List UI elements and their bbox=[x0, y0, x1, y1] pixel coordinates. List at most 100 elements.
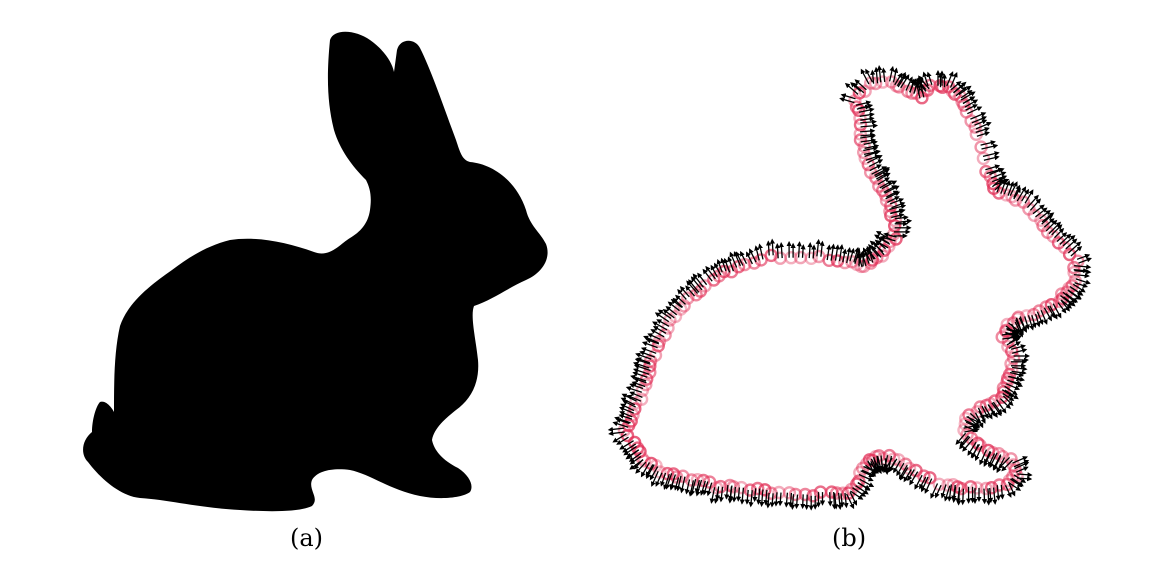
normal-arrow bbox=[987, 404, 996, 417]
normal-arrow bbox=[1063, 296, 1076, 307]
normal-arrow bbox=[854, 79, 867, 91]
normal-arrow bbox=[884, 458, 890, 476]
normal-arrow bbox=[1073, 267, 1089, 274]
outline-point bbox=[838, 255, 852, 270]
normal-arrow bbox=[1006, 337, 1020, 346]
normal-arrow bbox=[1010, 478, 1023, 488]
normal-arrow bbox=[863, 465, 880, 474]
normal-arrow bbox=[733, 251, 741, 267]
outline-point bbox=[723, 478, 737, 493]
outline-point bbox=[1004, 452, 1018, 466]
normal-arrow bbox=[962, 438, 974, 452]
normal-arrow bbox=[863, 149, 881, 156]
normal-arrow bbox=[630, 374, 647, 382]
normal-arrow bbox=[987, 487, 994, 504]
normal-arrow bbox=[966, 416, 982, 424]
normal-arrow bbox=[1057, 302, 1067, 314]
normal-arrow bbox=[860, 116, 875, 122]
normal-arrow bbox=[907, 469, 915, 482]
normal-arrow bbox=[871, 166, 887, 175]
normal-arrow bbox=[759, 489, 765, 508]
normal-arrows bbox=[607, 65, 1092, 511]
outline-point bbox=[782, 486, 797, 500]
outline-point bbox=[674, 302, 688, 316]
normal-arrow bbox=[980, 140, 996, 146]
normal-arrow bbox=[840, 93, 856, 100]
normal-arrow bbox=[914, 474, 923, 490]
normal-arrow bbox=[819, 240, 825, 257]
normal-arrow bbox=[635, 352, 652, 360]
normal-arrow bbox=[1032, 204, 1045, 215]
normal-arrow bbox=[685, 285, 696, 297]
normal-arrow bbox=[636, 357, 651, 364]
normal-arrow bbox=[804, 494, 810, 511]
outline-point bbox=[946, 478, 960, 492]
normal-arrow bbox=[892, 67, 899, 83]
normal-arrow bbox=[769, 493, 775, 508]
normal-arrow bbox=[1018, 317, 1027, 333]
normal-arrow bbox=[951, 484, 957, 501]
normal-arrow bbox=[778, 242, 785, 259]
normal-arrow bbox=[1041, 214, 1053, 225]
normal-arrow bbox=[800, 494, 806, 510]
normal-arrow bbox=[857, 481, 871, 491]
normal-arrow bbox=[697, 272, 708, 286]
outline-point bbox=[853, 127, 867, 141]
normal-arrow bbox=[970, 112, 987, 120]
normal-arrow bbox=[626, 449, 640, 458]
normal-arrow bbox=[999, 398, 1011, 409]
normal-arrow bbox=[1049, 305, 1058, 320]
normal-arrow bbox=[769, 238, 776, 256]
normal-arrow bbox=[909, 78, 916, 93]
normal-arrow bbox=[632, 371, 648, 378]
normal-arrow bbox=[918, 75, 930, 90]
normal-arrow bbox=[998, 456, 1011, 470]
outline-point bbox=[1052, 294, 1067, 309]
normal-arrow bbox=[740, 250, 748, 264]
normal-arrow bbox=[975, 127, 990, 134]
normal-arrow bbox=[694, 480, 701, 494]
normal-arrow bbox=[826, 244, 832, 261]
normal-arrow bbox=[955, 432, 967, 445]
normal-arrow bbox=[1010, 344, 1027, 350]
normal-arrow bbox=[1009, 181, 1018, 196]
normal-arrow bbox=[831, 491, 837, 510]
normal-arrow bbox=[1070, 245, 1083, 257]
normal-arrow bbox=[1002, 392, 1015, 402]
normal-arrow bbox=[1001, 459, 1013, 472]
normal-arrow bbox=[639, 350, 656, 358]
normal-arrow bbox=[641, 341, 658, 349]
normal-arrow bbox=[989, 452, 998, 469]
normal-arrow bbox=[650, 470, 659, 487]
outline-point bbox=[788, 487, 803, 502]
outline-point bbox=[713, 479, 728, 494]
normal-arrow bbox=[855, 100, 872, 106]
normal-arrow bbox=[963, 423, 978, 429]
outline-point bbox=[1022, 202, 1036, 216]
normal-arrow bbox=[860, 123, 879, 129]
outline-point bbox=[1062, 247, 1077, 262]
outline-point bbox=[804, 251, 818, 265]
normal-arrow bbox=[607, 426, 625, 432]
normal-arrow bbox=[967, 441, 977, 456]
normal-arrow bbox=[1001, 389, 1014, 398]
normal-arrow bbox=[982, 151, 1000, 158]
outline-point bbox=[751, 481, 765, 496]
normal-arrow bbox=[852, 487, 867, 497]
outline-point bbox=[950, 480, 965, 494]
normal-arrow bbox=[950, 80, 962, 91]
normal-arrow bbox=[784, 492, 790, 508]
normal-arrow bbox=[991, 402, 1002, 417]
normal-arrow bbox=[876, 172, 889, 180]
outline-point bbox=[853, 118, 868, 132]
normal-arrow bbox=[1047, 305, 1055, 319]
normal-arrow bbox=[883, 232, 897, 238]
normal-arrow bbox=[655, 472, 663, 487]
normal-arrow bbox=[959, 435, 970, 447]
normal-arrow bbox=[827, 492, 833, 507]
normal-arrow bbox=[619, 410, 633, 418]
normal-arrow bbox=[1017, 472, 1033, 478]
normal-arrow bbox=[1062, 234, 1076, 247]
normal-arrow bbox=[1029, 198, 1042, 211]
normal-arrow bbox=[856, 104, 871, 110]
